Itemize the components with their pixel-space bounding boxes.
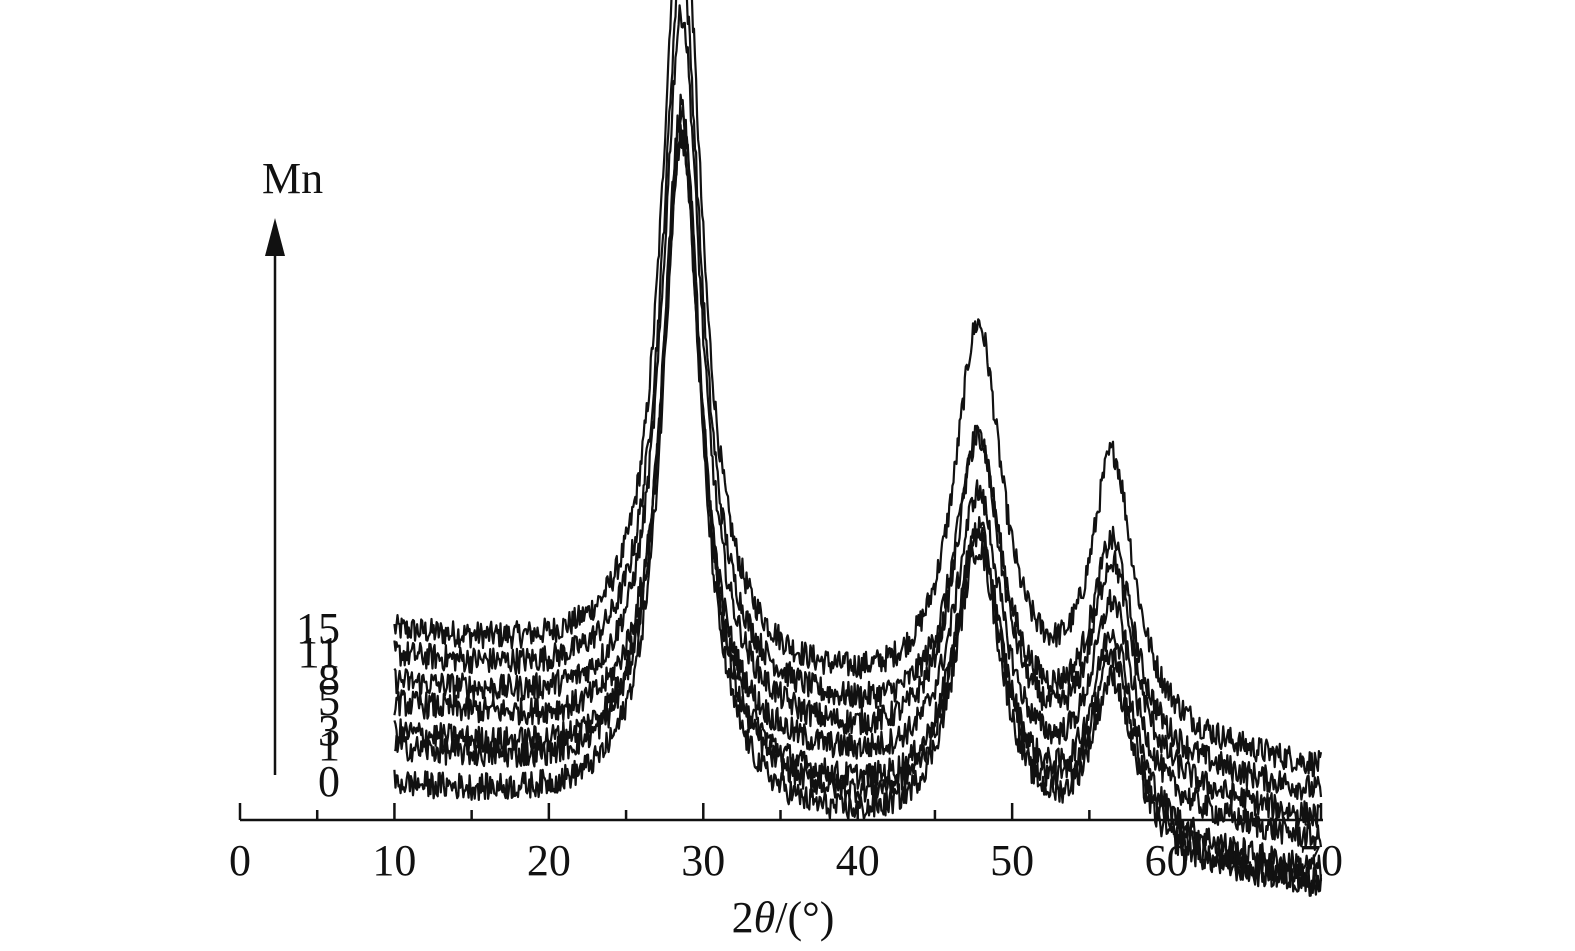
x-tick-label: 40 — [836, 836, 880, 885]
series-trace-mn-5 — [393, 139, 1323, 851]
x-tick-label: 60 — [1145, 836, 1189, 885]
trend-arrow: Mn — [262, 154, 323, 775]
x-axis-title: 2θ/(°) — [732, 893, 835, 942]
x-axis-title-suffix: /(°) — [775, 893, 834, 942]
series-label-mn-3: 3 — [318, 706, 340, 755]
x-axis: 0 10 20 30 40 50 60 70 2θ/(°) — [229, 803, 1343, 942]
x-tick-label: 20 — [527, 836, 571, 885]
series-trace-mn-15 — [393, 0, 1323, 778]
trend-arrow-head — [265, 218, 285, 256]
series-label-mn-5: 5 — [318, 676, 340, 725]
series-label-mn-11: 11 — [298, 628, 340, 677]
trend-arrow-label: Mn — [262, 154, 323, 203]
x-axis-ticks: 0 10 20 30 40 50 60 70 — [229, 803, 1343, 885]
x-axis-title-theta: θ — [754, 893, 776, 942]
x-tick-label: 0 — [229, 836, 251, 885]
series-trace-mn-11 — [393, 0, 1323, 801]
x-tick-label: 30 — [681, 836, 725, 885]
series-label-mn-1: 1 — [318, 721, 340, 770]
series-label-mn-8: 8 — [318, 655, 340, 704]
x-axis-title-prefix: 2 — [732, 893, 754, 942]
series-label-mn-15: 15 — [296, 604, 340, 653]
series-traces — [393, 0, 1323, 897]
series-label-mn-0: 0 — [318, 757, 340, 806]
x-tick-label: 10 — [372, 836, 416, 885]
series-trace-mn-8 — [393, 4, 1322, 829]
x-tick-label: 70 — [1299, 836, 1343, 885]
x-tick-label: 50 — [990, 836, 1034, 885]
